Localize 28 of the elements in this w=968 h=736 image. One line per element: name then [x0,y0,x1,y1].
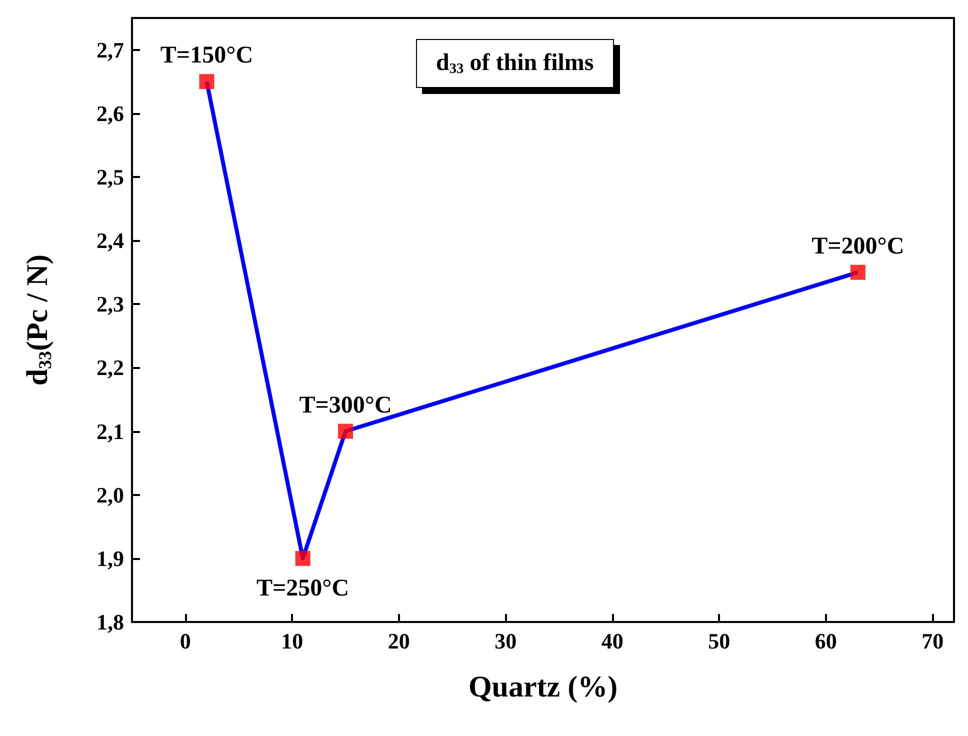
y-tick-label: 1,8 [96,610,124,634]
x-tick-label: 10 [281,628,304,654]
annotation: T=150°C [160,42,254,69]
annotation: T=250°C [256,575,350,602]
y-tick-label: 1,9 [96,546,124,571]
y-axis-title: d33(Pc / N) [21,254,55,386]
y-tick-label: 2,6 [96,100,124,126]
y-tick-label: 2,1 [96,418,124,444]
y-tick-label: 2,0 [96,482,124,508]
x-tick-label: 20 [388,628,410,654]
x-tick-label: 50 [708,628,730,654]
y-tick-label: 2,3 [96,292,124,317]
x-axis-title: Quartz (%) [468,670,618,704]
y-tick-label: 2,5 [96,164,124,190]
x-tick-label: 40 [601,628,624,654]
x-tick-label: 0 [180,628,191,654]
x-tick-label: 60 [814,628,837,654]
point [199,74,214,90]
y-tick-label: 2,2 [96,355,124,380]
point [850,264,866,280]
annotation: T=200°C [812,233,904,260]
x-tick-label: 30 [494,628,517,654]
x-tick-label: 70 [922,628,944,654]
y-tick-label: 2,4 [96,228,124,254]
point [295,550,310,566]
point [338,424,354,439]
annotation: T=300°C [299,392,392,418]
y-tick-label: 2,7 [96,37,124,62]
